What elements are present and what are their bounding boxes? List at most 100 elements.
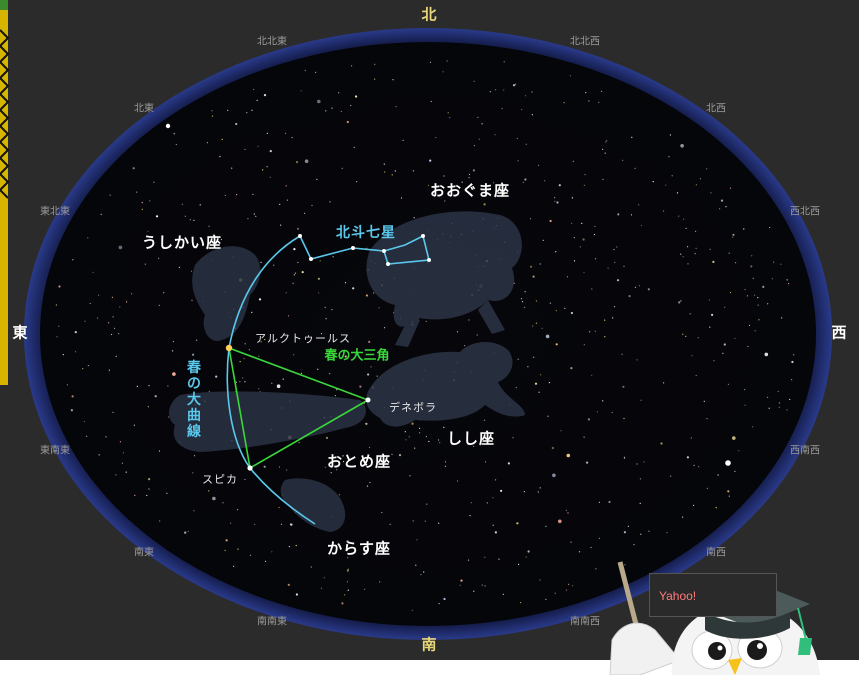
background-star	[411, 422, 414, 425]
background-star	[224, 194, 226, 197]
background-star	[354, 229, 357, 232]
label-big-dipper: 北斗七星	[336, 225, 396, 241]
background-star	[743, 228, 745, 230]
background-star	[172, 350, 174, 352]
background-star	[311, 204, 313, 207]
background-star	[244, 148, 246, 150]
background-star	[355, 95, 358, 98]
background-star	[346, 540, 349, 543]
background-star	[346, 581, 348, 583]
background-star	[378, 307, 380, 309]
background-star	[762, 285, 765, 288]
background-star	[628, 295, 631, 298]
background-star	[693, 464, 695, 466]
background-star	[729, 187, 732, 189]
background-star	[534, 382, 538, 385]
background-star	[300, 90, 302, 92]
background-star	[190, 270, 193, 272]
background-star	[168, 416, 170, 418]
background-star	[247, 218, 249, 220]
background-star	[146, 494, 148, 497]
background-star	[293, 354, 295, 356]
background-star	[405, 439, 407, 441]
background-star	[639, 478, 642, 480]
background-star	[319, 260, 321, 262]
background-star	[789, 398, 791, 401]
background-star	[163, 292, 165, 294]
direction-s: 南	[421, 635, 437, 654]
background-star	[727, 383, 730, 385]
background-star	[486, 194, 488, 196]
background-star	[96, 317, 99, 319]
background-star	[613, 248, 615, 251]
background-star	[556, 201, 559, 204]
background-star	[374, 78, 376, 80]
background-star	[537, 491, 539, 493]
background-star	[344, 282, 347, 284]
background-star	[220, 238, 222, 241]
background-star	[489, 91, 491, 93]
background-star	[347, 557, 349, 559]
background-star	[481, 123, 483, 125]
background-star	[535, 322, 538, 324]
background-star	[58, 285, 61, 288]
background-star	[724, 306, 726, 308]
background-star	[687, 263, 689, 265]
background-star	[477, 116, 479, 118]
background-star	[98, 294, 100, 296]
background-star	[713, 360, 715, 362]
background-star	[134, 494, 136, 496]
background-star	[708, 299, 711, 301]
background-star	[425, 320, 427, 322]
background-star	[336, 389, 338, 391]
background-star	[254, 523, 256, 526]
background-star	[87, 237, 89, 239]
background-star	[343, 461, 345, 463]
background-star	[464, 345, 466, 347]
background-star	[384, 171, 386, 173]
background-star	[529, 218, 532, 220]
direction-nne: 北北東	[257, 36, 287, 48]
background-star	[105, 436, 107, 438]
background-star	[121, 462, 123, 464]
background-star	[549, 302, 552, 304]
background-star	[535, 300, 538, 302]
background-star	[500, 489, 503, 492]
background-star	[604, 152, 606, 154]
background-star	[167, 385, 169, 387]
label-spring-triangle: 春の大三角	[324, 348, 390, 364]
background-star	[269, 176, 271, 178]
background-star	[279, 203, 281, 205]
background-star	[754, 330, 756, 332]
label-leo: しし座	[446, 429, 496, 448]
background-star	[242, 377, 244, 379]
background-star	[347, 568, 349, 570]
background-star	[297, 261, 299, 264]
background-star	[640, 224, 643, 227]
background-star	[695, 247, 697, 249]
background-star	[570, 367, 573, 370]
background-star	[251, 311, 253, 313]
background-star	[292, 282, 294, 284]
background-star	[258, 388, 260, 390]
star-field	[55, 60, 795, 611]
background-star	[582, 238, 585, 241]
background-star	[438, 603, 440, 605]
background-star	[571, 222, 573, 224]
background-star	[539, 579, 541, 581]
background-star	[647, 288, 650, 291]
background-star	[178, 266, 180, 268]
spring-curve-line	[226, 235, 316, 525]
background-star	[92, 271, 94, 273]
background-star	[158, 450, 161, 452]
background-star	[547, 415, 549, 417]
background-star	[212, 496, 216, 501]
background-star	[791, 379, 793, 381]
background-star	[459, 584, 461, 586]
background-star	[594, 225, 596, 228]
background-star	[545, 525, 547, 528]
background-star	[166, 492, 168, 494]
background-star	[634, 167, 636, 169]
background-star	[663, 210, 665, 212]
